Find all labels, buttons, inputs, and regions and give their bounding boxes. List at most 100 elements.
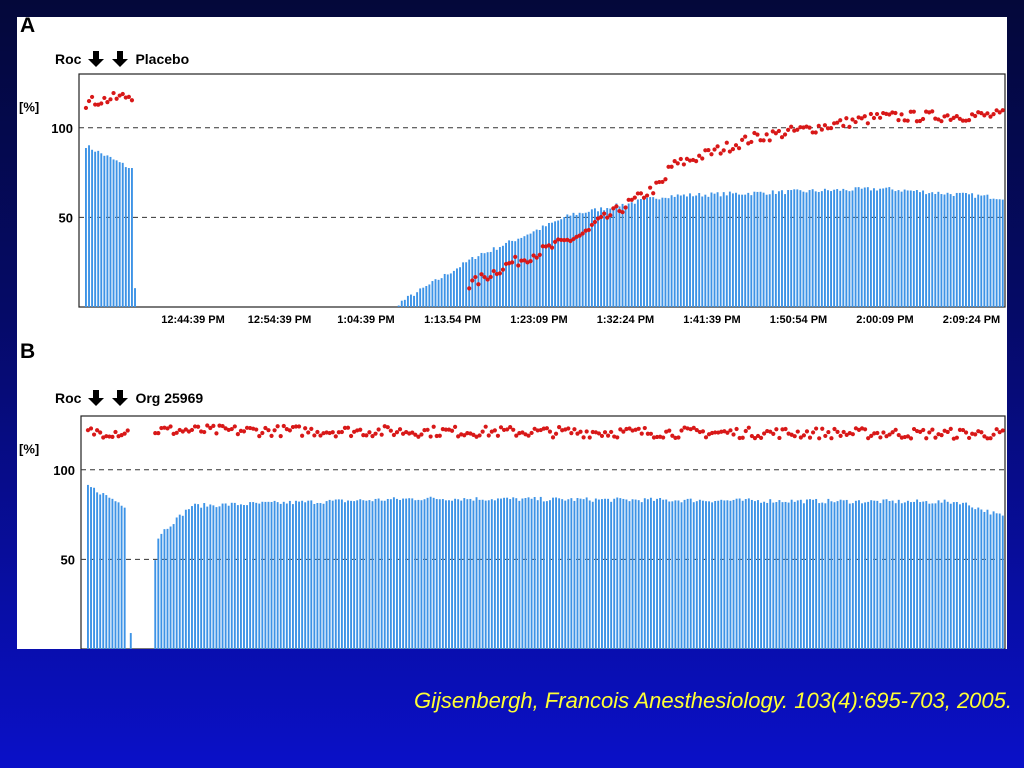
data-point [629,197,634,202]
data-point [531,253,536,258]
bar [451,500,453,649]
bar [460,500,463,649]
data-point [577,233,582,238]
bar [695,195,698,307]
bar [572,212,575,307]
bar [356,500,359,649]
bar [879,503,882,649]
bar [989,514,992,649]
drug-label-left: Roc [55,51,82,67]
bar [827,190,829,307]
bar [980,509,983,649]
bar [154,560,157,649]
bar [729,500,732,649]
bar [511,240,514,307]
bar [821,502,824,649]
data-point [477,433,482,438]
data-point [969,112,975,117]
bar [671,501,674,649]
bar [636,199,639,307]
bar [778,500,781,649]
data-point [183,427,188,432]
data-point [615,435,620,440]
data-point [810,430,816,435]
bar [524,498,527,649]
data-point [195,424,201,429]
data-point [449,428,455,433]
data-point [694,159,699,164]
bar [787,502,790,649]
bar [603,210,606,307]
bar [790,190,793,307]
bar [392,497,395,649]
bar [377,498,380,649]
data-point [661,435,666,440]
bar [582,499,585,649]
bar [567,499,570,649]
bar [680,502,683,649]
bar [665,499,668,649]
bar [708,501,710,649]
bar [799,190,802,307]
bar [676,194,679,307]
bar [692,196,695,307]
bar [946,501,949,649]
bar [400,300,403,307]
bar [876,500,879,649]
data-point [229,426,234,432]
bar [679,195,682,307]
bar [233,502,236,649]
data-point [596,431,602,436]
data-point [376,427,381,432]
bar [175,517,178,649]
bar [169,526,172,649]
data-point [516,263,521,268]
bar [861,503,863,649]
data-point [575,431,580,436]
bar [498,247,501,307]
data-point [700,156,705,161]
data-point [752,436,758,441]
bar [995,513,998,649]
data-point [762,431,767,436]
bar [109,156,112,307]
data-point [795,127,800,132]
data-point [537,252,542,257]
data-point [734,426,739,432]
bar [913,501,915,649]
citation: Gijsenbergh, Francois Anesthesiology. 10… [413,688,1012,713]
bar [915,190,918,307]
bar [759,191,762,307]
bar [527,497,530,649]
bar [431,281,434,307]
data-point [838,118,843,123]
data-point [480,429,485,434]
bar [374,498,377,649]
bar [541,225,544,307]
bar [181,515,184,649]
data-point [678,156,683,162]
bar [922,190,924,307]
bar [784,194,787,307]
data-point [878,115,883,120]
bar [322,503,325,649]
data-point [896,118,901,123]
bar [836,501,839,649]
bar [685,196,688,307]
data-point [908,109,913,114]
data-point [549,245,555,250]
data-point [669,164,674,169]
data-point [379,432,384,437]
bar [480,252,483,307]
data-point [666,164,671,169]
bar [468,259,471,307]
data-point [434,433,439,439]
bar [656,498,658,649]
data-point [918,429,923,434]
bar [784,501,787,649]
data-point [348,433,354,439]
data-point [370,434,375,439]
bar [943,499,946,649]
data-point [700,429,706,434]
bar [747,192,750,307]
